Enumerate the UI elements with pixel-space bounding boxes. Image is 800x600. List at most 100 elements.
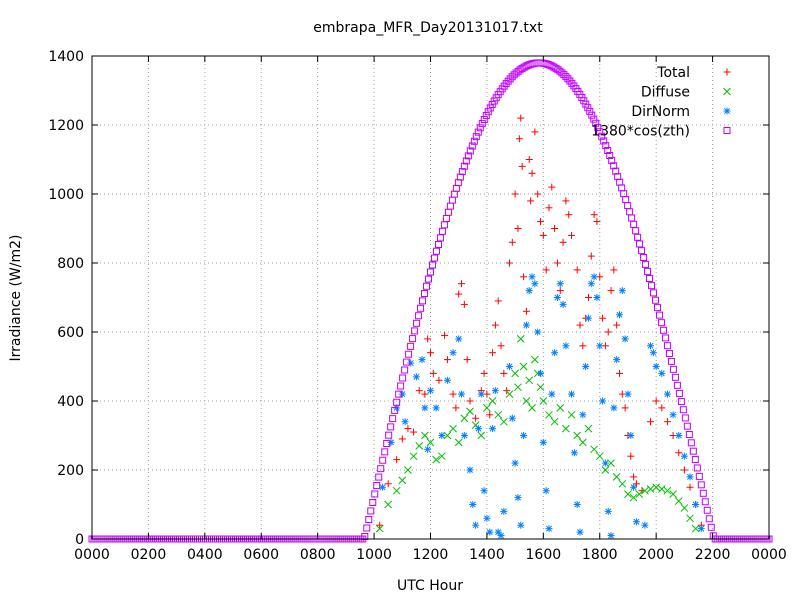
point-diffuse xyxy=(562,424,570,433)
point-cos-curve xyxy=(673,381,681,389)
point-cos-curve xyxy=(409,335,417,343)
point-dirnorm xyxy=(579,411,587,419)
point-dirnorm xyxy=(601,459,609,467)
point-dirnorm xyxy=(545,525,553,533)
point-cos-curve xyxy=(620,190,628,198)
point-cos-curve xyxy=(381,448,389,456)
point-diffuse xyxy=(646,485,655,493)
point-cos-curve xyxy=(679,406,687,414)
point-total xyxy=(621,404,629,412)
point-cos-curve xyxy=(606,151,614,159)
point-diffuse xyxy=(499,417,508,426)
point-cos-curve xyxy=(474,128,482,136)
point-total xyxy=(593,218,601,226)
point-cos-curve xyxy=(427,268,434,276)
x-tick-label: 0800 xyxy=(300,547,336,563)
point-diffuse xyxy=(657,485,666,493)
point-cos-curve xyxy=(413,319,421,327)
point-cos-curve xyxy=(687,439,695,447)
point-diffuse xyxy=(584,424,593,433)
point-cos-curve xyxy=(636,240,644,248)
point-dirnorm xyxy=(522,321,530,329)
point-diffuse xyxy=(601,466,610,474)
point-cos-curve xyxy=(677,398,685,406)
point-dirnorm xyxy=(486,528,494,536)
legend-label: Total xyxy=(656,65,690,81)
point-cos-curve xyxy=(671,373,679,381)
point-dirnorm xyxy=(641,521,649,529)
x-tick-label: 0400 xyxy=(187,547,223,563)
point-dirnorm xyxy=(618,287,626,295)
point-diffuse xyxy=(505,390,514,398)
x-tick-label: 0200 xyxy=(131,547,167,563)
point-cos-curve xyxy=(582,100,590,108)
point-dirnorm xyxy=(652,363,660,370)
point-cos-curve xyxy=(480,115,488,123)
point-diffuse xyxy=(449,424,457,433)
point-diffuse xyxy=(415,441,424,450)
y-axis-title: Irradiance (W/m2) xyxy=(8,235,24,362)
point-total xyxy=(573,266,581,274)
point-cos-curve xyxy=(588,111,596,119)
x-tick-label: 0000 xyxy=(74,547,110,563)
point-cos-curve xyxy=(560,71,568,79)
point-total xyxy=(534,190,542,198)
point-total xyxy=(531,128,539,136)
point-total xyxy=(384,480,392,488)
point-diffuse xyxy=(663,486,672,495)
point-dirnorm xyxy=(520,432,528,439)
point-dirnorm xyxy=(647,342,655,350)
point-diffuse xyxy=(404,466,412,474)
grid xyxy=(92,56,769,539)
x-tick-label: 2200 xyxy=(695,547,731,563)
point-cos-curve xyxy=(466,147,474,155)
point-total xyxy=(647,418,655,426)
point-total xyxy=(527,197,535,205)
point-total xyxy=(568,231,576,239)
point-total xyxy=(584,294,592,301)
point-diffuse xyxy=(384,500,393,509)
point-diffuse xyxy=(494,410,503,419)
point-diffuse xyxy=(618,479,627,488)
point-cos-curve xyxy=(369,498,377,506)
point-dirnorm xyxy=(587,280,595,288)
point-cos-curve xyxy=(701,498,709,506)
point-cos-curve xyxy=(482,112,490,120)
point-dirnorm xyxy=(432,404,440,412)
y-tick-label: 800 xyxy=(57,256,84,272)
point-dirnorm xyxy=(534,328,542,336)
point-cos-curve xyxy=(648,282,656,290)
x-tick-label: 0600 xyxy=(243,547,279,563)
x-tick-label: 1200 xyxy=(413,547,449,563)
point-dirnorm xyxy=(692,501,700,508)
point-diffuse xyxy=(669,490,677,499)
point-dirnorm xyxy=(658,369,666,377)
point-diffuse xyxy=(511,369,519,378)
point-cos-curve xyxy=(669,365,677,373)
x-tick-label: 1400 xyxy=(469,547,505,563)
point-cos-curve xyxy=(653,304,661,312)
point-total xyxy=(500,369,508,377)
point-cos-curve xyxy=(436,234,444,242)
point-total xyxy=(455,290,463,298)
point-total xyxy=(424,335,432,343)
point-cos-curve xyxy=(562,73,570,81)
point-total xyxy=(404,425,412,433)
point-total xyxy=(576,321,584,329)
point-dirnorm xyxy=(421,404,429,412)
legend: Total Diffuse DirNorm 1380*cos(zth) xyxy=(591,65,731,140)
point-total xyxy=(449,390,457,398)
point-dirnorm xyxy=(517,521,525,529)
point-total xyxy=(652,397,660,405)
point-cos-curve xyxy=(697,481,705,489)
point-cos-curve xyxy=(375,473,383,481)
point-cos-curve xyxy=(667,357,675,365)
point-dirnorm xyxy=(455,335,463,343)
point-cos-curve xyxy=(638,247,646,255)
point-total xyxy=(472,414,480,422)
point-cos-curve xyxy=(610,162,618,170)
point-dirnorm xyxy=(491,387,499,395)
point-cos-curve xyxy=(640,253,648,261)
x-tick-label: 0000 xyxy=(751,547,787,563)
point-dirnorm xyxy=(477,390,485,398)
